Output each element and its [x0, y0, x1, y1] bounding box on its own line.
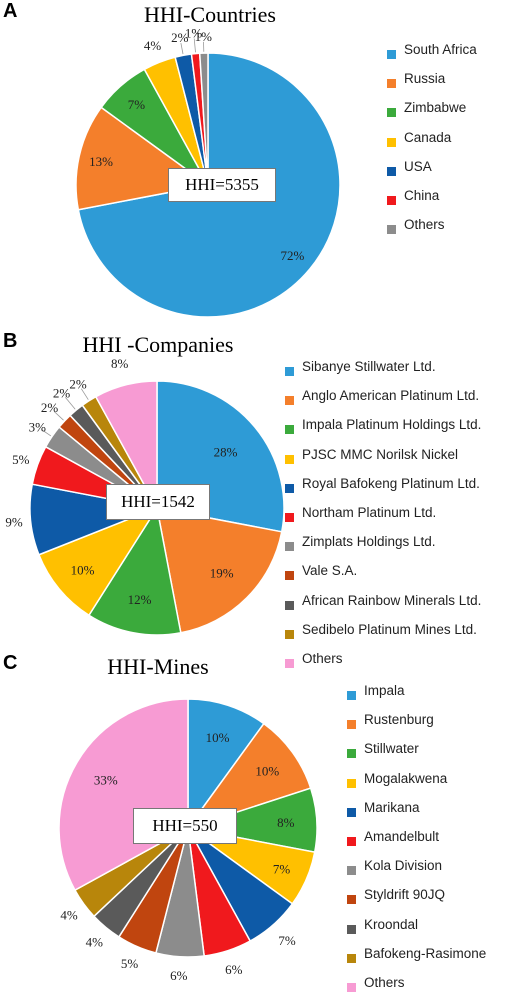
data-label-zimbabwe: 7% — [128, 97, 146, 112]
data-label-african-rainbow-minerals-ltd: 2% — [53, 386, 71, 401]
data-label-impala-platinum-holdings-ltd: 12% — [128, 592, 152, 607]
legend-label: Bafokeng-Rasimone — [364, 946, 486, 961]
data-label-others: 33% — [94, 772, 118, 787]
data-label-marikana: 7% — [278, 933, 296, 948]
legend-label: African Rainbow Minerals Ltd. — [302, 593, 481, 608]
data-label-royal-bafokeng-platinum-ltd: 9% — [5, 515, 23, 530]
legend-label: Marikana — [364, 800, 420, 815]
legend-label: Impala — [364, 683, 405, 698]
data-label-others: 1% — [195, 29, 213, 44]
legend-label: Sibanye Stillwater Ltd. — [302, 359, 436, 374]
data-label-mogalakwena: 7% — [273, 862, 291, 877]
legend-label: Canada — [404, 130, 451, 145]
legend-swatch — [347, 895, 356, 904]
data-label-canada: 4% — [144, 38, 162, 53]
data-label-kola-division: 6% — [170, 968, 188, 983]
legend-swatch — [285, 455, 294, 464]
data-label-sedibelo-platinum-mines-ltd: 2% — [69, 377, 87, 392]
legend-label: Zimplats Holdings Ltd. — [302, 534, 436, 549]
legend-label: Amandelbult — [364, 829, 439, 844]
legend-swatch — [285, 484, 294, 493]
legend-label: Royal Bafokeng Platinum Ltd. — [302, 476, 480, 491]
legend-label: Northam Platinum Ltd. — [302, 505, 436, 520]
legend-swatch — [387, 225, 396, 234]
panel-a: A HHI-Countries 72%13%7%4%2%1%1% HHI=535… — [0, 0, 505, 318]
data-label-stillwater: 8% — [277, 815, 295, 830]
legend-swatch — [285, 367, 294, 376]
data-label-south-africa: 72% — [280, 248, 304, 263]
legend-swatch — [347, 749, 356, 758]
legend-swatch — [285, 542, 294, 551]
legend-swatch — [347, 779, 356, 788]
legend-label: USA — [404, 159, 432, 174]
hhi-annotation-companies: HHI=1542 — [106, 484, 210, 520]
panel-c: C HHI-Mines 10%10%8%7%7%6%6%5%4%4%33% HH… — [0, 652, 505, 978]
legend-swatch — [347, 837, 356, 846]
data-label-others: 8% — [111, 356, 129, 371]
legend-label: Sedibelo Platinum Mines Ltd. — [302, 622, 477, 637]
legend-swatch — [347, 983, 356, 992]
legend-label: China — [404, 188, 439, 203]
legend-label: Others — [404, 217, 445, 232]
legend-swatch — [387, 167, 396, 176]
legend-label: Rustenburg — [364, 712, 434, 727]
hhi-annotation-countries: HHI=5355 — [168, 168, 276, 202]
legend-swatch — [347, 691, 356, 700]
panel-b: B HHI -Companies 28%19%12%10%9%5%3%2%2%2… — [0, 330, 505, 650]
data-label-bafokeng-rasimone: 4% — [60, 907, 78, 922]
legend-label: South Africa — [404, 42, 477, 57]
data-label-styldrift-90jq: 5% — [121, 956, 139, 971]
data-label-russia: 13% — [89, 154, 113, 169]
legend-label: Russia — [404, 71, 445, 86]
legend-label: Kola Division — [364, 858, 442, 873]
legend-swatch — [347, 720, 356, 729]
legend-swatch — [347, 808, 356, 817]
legend-swatch — [285, 396, 294, 405]
legend-label: Styldrift 90JQ — [364, 887, 445, 902]
legend-swatch — [347, 866, 356, 875]
legend-swatch — [285, 630, 294, 639]
legend-swatch — [347, 925, 356, 934]
data-label-zimplats-holdings-ltd: 3% — [29, 420, 47, 435]
data-label-northam-platinum-ltd: 5% — [12, 452, 30, 467]
data-label-sibanye-stillwater-ltd: 28% — [214, 444, 238, 459]
legend-swatch — [387, 196, 396, 205]
legend-label: Kroondal — [364, 917, 418, 932]
legend-label: Zimbabwe — [404, 100, 466, 115]
legend-swatch — [387, 79, 396, 88]
legend-swatch — [285, 425, 294, 434]
pie-chart-mines: 10%10%8%7%7%6%6%5%4%4%33% — [0, 652, 505, 978]
data-label-anglo-american-platinum-ltd: 19% — [210, 566, 234, 581]
data-label-amandelbult: 6% — [225, 962, 243, 977]
hhi-annotation-mines: HHI=550 — [133, 808, 237, 844]
data-label-pjsc-mmc-norilsk-nickel: 10% — [71, 563, 95, 578]
data-label-rustenburg: 10% — [255, 763, 279, 778]
legend-swatch — [347, 954, 356, 963]
legend-label: PJSC MMC Norilsk Nickel — [302, 447, 458, 462]
legend-label: Anglo American Platinum Ltd. — [302, 388, 479, 403]
legend-label: Stillwater — [364, 741, 419, 756]
legend-swatch — [285, 571, 294, 580]
legend-swatch — [387, 138, 396, 147]
legend-label: Mogalakwena — [364, 771, 447, 786]
data-label-vale-s-a: 2% — [41, 400, 59, 415]
legend-label: Vale S.A. — [302, 563, 357, 578]
legend-swatch — [285, 513, 294, 522]
data-label-kroondal: 4% — [86, 934, 104, 949]
legend-swatch — [387, 108, 396, 117]
legend-swatch — [285, 601, 294, 610]
legend-label: Impala Platinum Holdings Ltd. — [302, 417, 481, 432]
data-label-impala: 10% — [206, 730, 230, 745]
legend-label: Others — [364, 975, 405, 990]
legend-swatch — [387, 50, 396, 59]
